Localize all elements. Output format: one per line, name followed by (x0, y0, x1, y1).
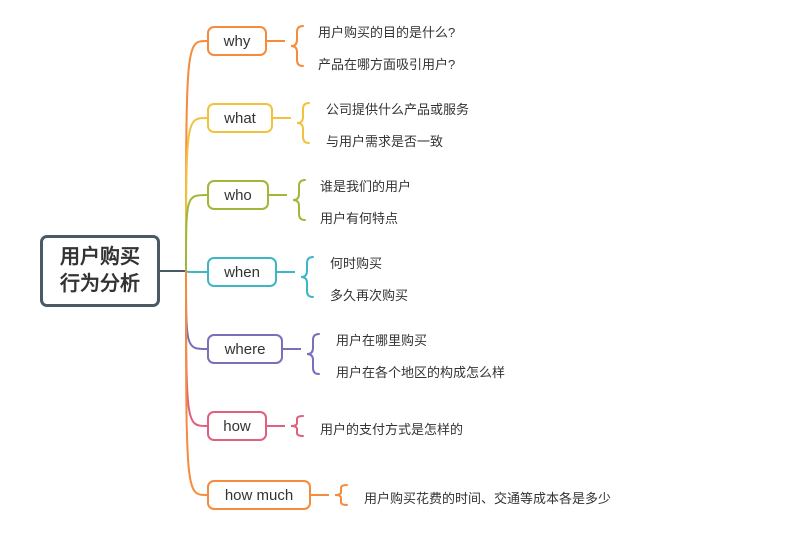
leaf-when-1: 多久再次购买 (330, 285, 408, 304)
leaf-howmuch-0: 用户购买花费的时间、交通等成本各是多少 (364, 488, 611, 507)
brace-where (307, 334, 319, 374)
connector-who (186, 195, 207, 271)
leaf-who-0: 谁是我们的用户 (320, 176, 411, 195)
branch-where: where (207, 334, 283, 364)
branch-who: who (207, 180, 269, 210)
branch-what: what (207, 103, 273, 133)
leaf-where-1: 用户在各个地区的构成怎么样 (336, 362, 505, 381)
connector-howmuch (186, 271, 207, 495)
brace-why (291, 26, 303, 66)
brace-who (293, 180, 305, 220)
branch-how: how (207, 411, 267, 441)
connector-where (186, 271, 207, 349)
branch-howmuch: how much (207, 480, 311, 510)
branch-why: why (207, 26, 267, 56)
branch-when: when (207, 257, 277, 287)
leaf-where-0: 用户在哪里购买 (336, 330, 427, 349)
brace-when (301, 257, 313, 297)
leaf-what-0: 公司提供什么产品或服务 (326, 99, 469, 118)
leaf-why-1: 产品在哪方面吸引用户? (318, 54, 455, 73)
root-node: 用户购买行为分析 (40, 235, 160, 307)
leaf-why-0: 用户购买的目的是什么? (318, 22, 455, 41)
connector-when (186, 271, 207, 272)
leaf-what-1: 与用户需求是否一致 (326, 131, 443, 150)
leaf-who-1: 用户有何特点 (320, 208, 398, 227)
brace-howmuch (335, 485, 347, 505)
leaf-how-0: 用户的支付方式是怎样的 (320, 419, 463, 438)
brace-how (291, 416, 303, 436)
connector-why (186, 41, 207, 271)
leaf-when-0: 何时购买 (330, 253, 382, 272)
brace-what (297, 103, 309, 143)
